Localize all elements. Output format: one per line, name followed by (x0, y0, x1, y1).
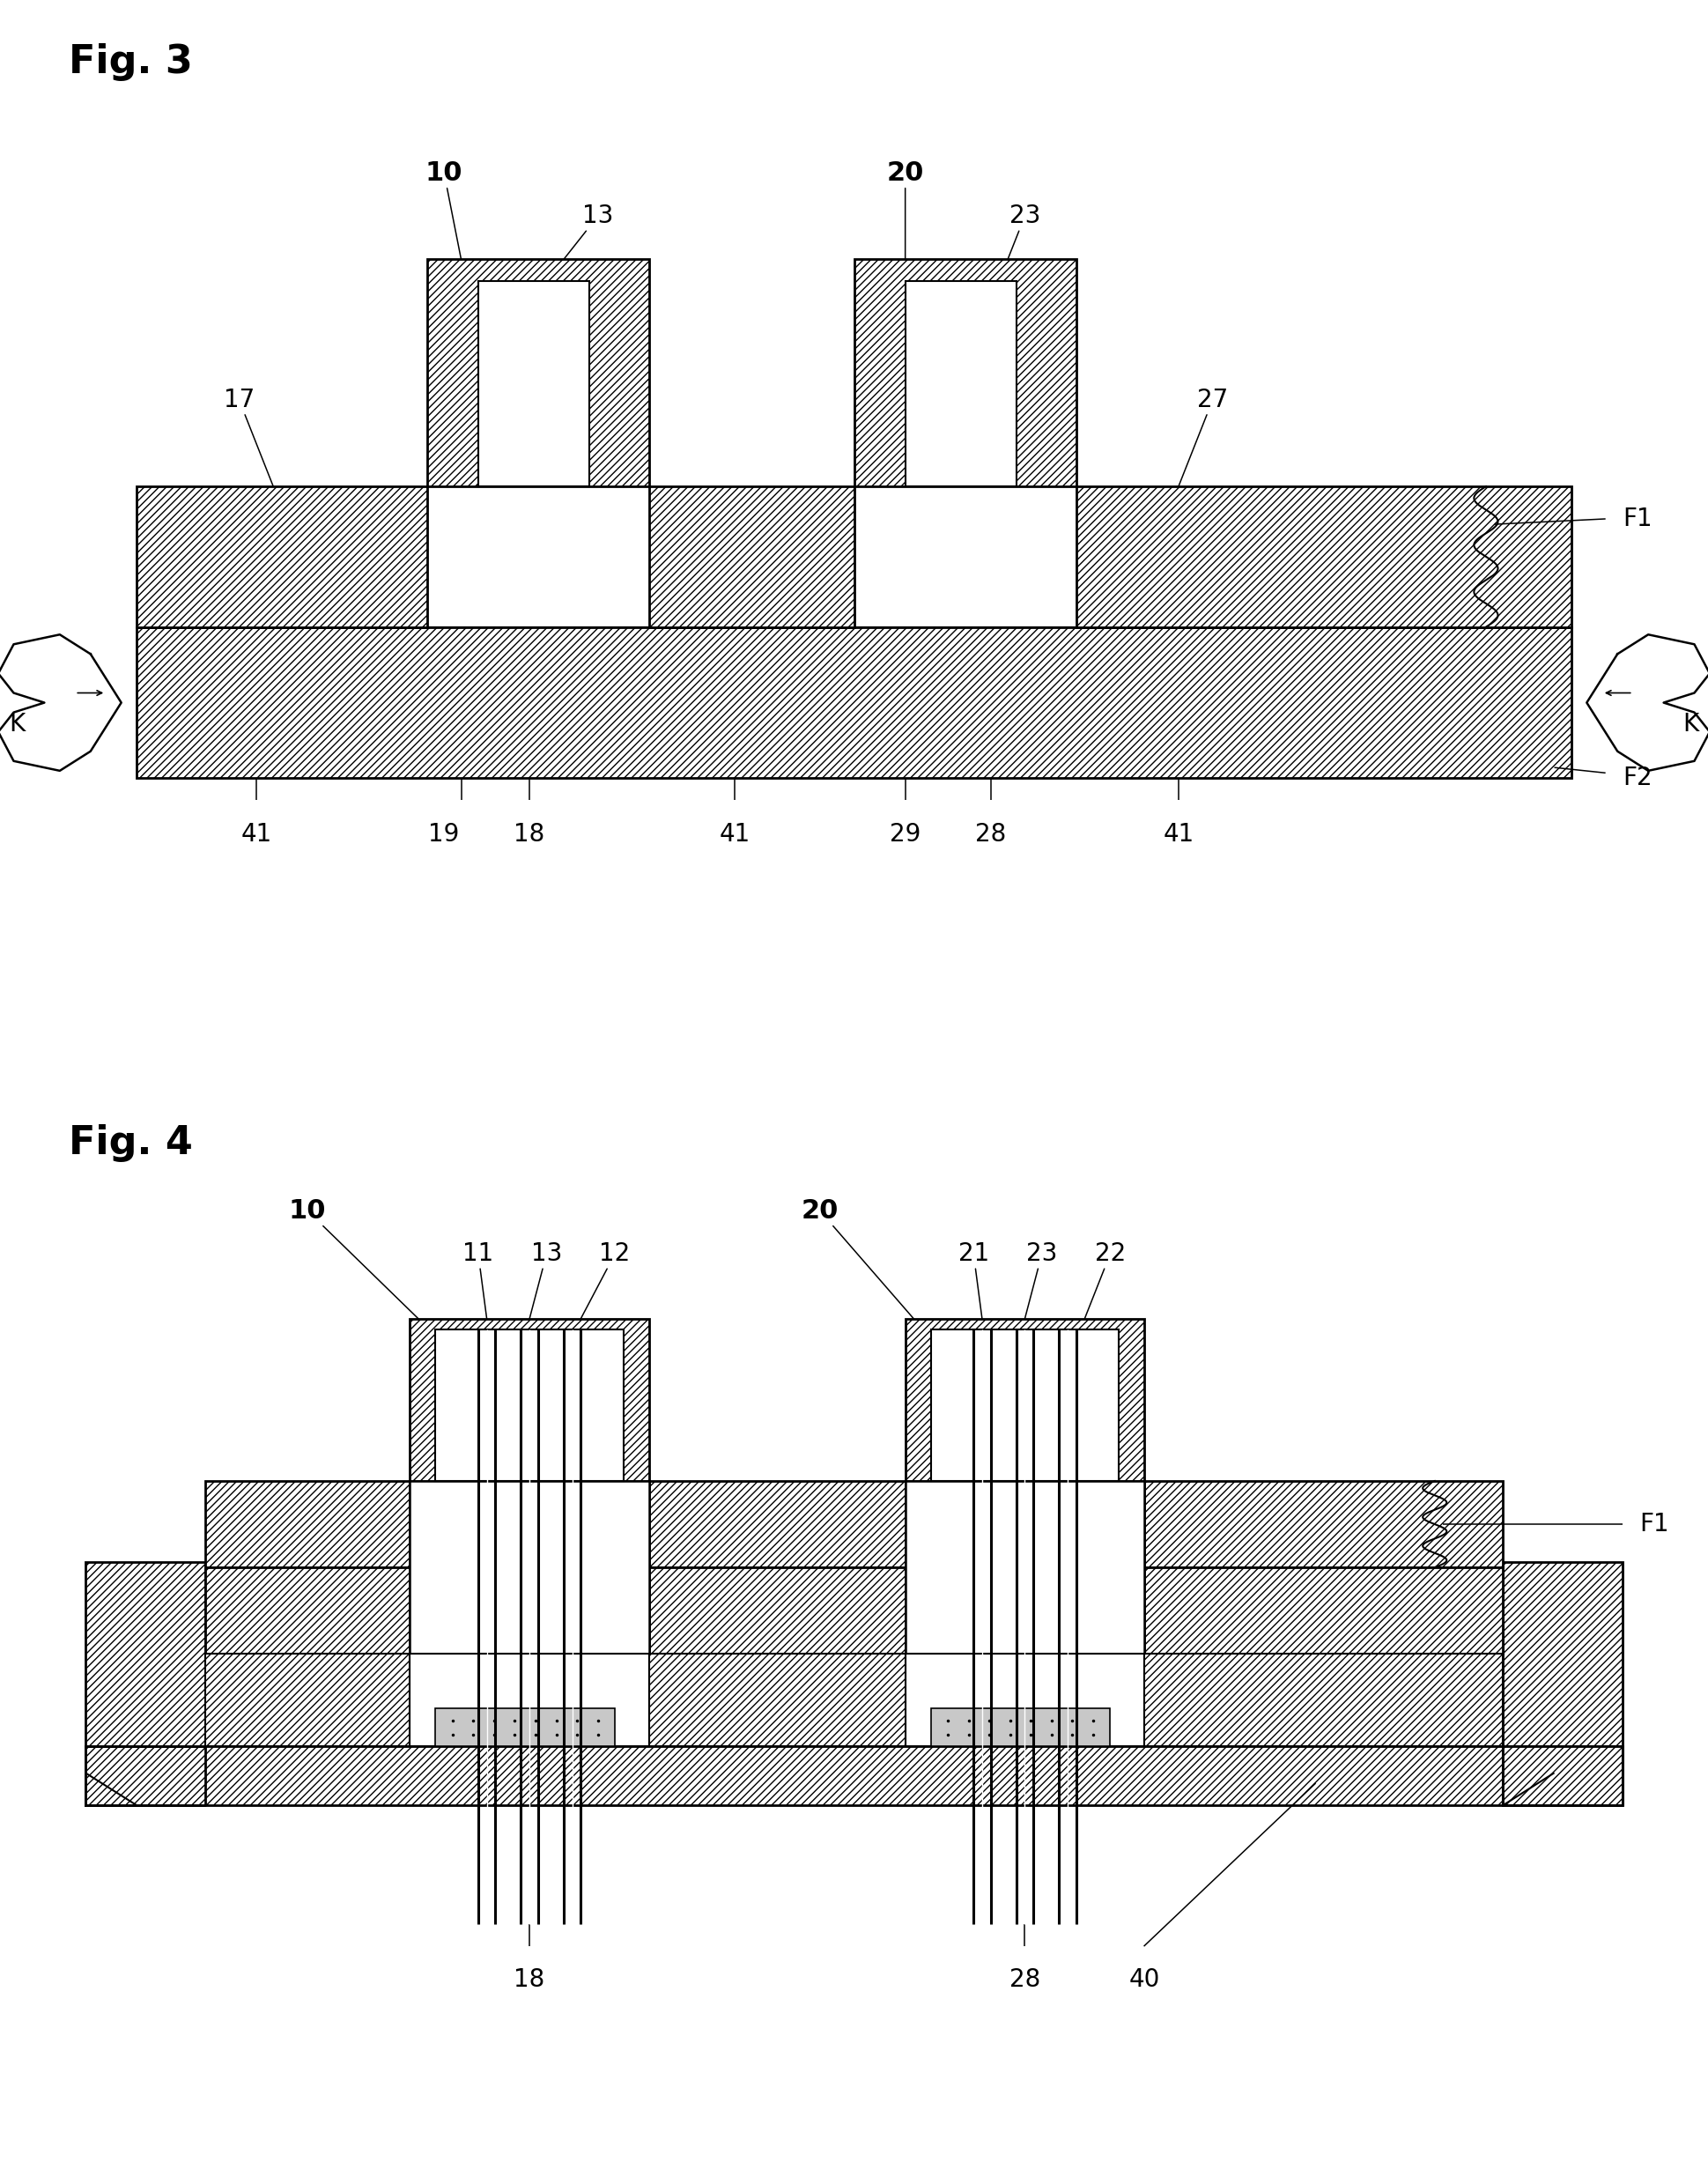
Text: 41: 41 (719, 822, 750, 845)
Bar (1503, 1747, 1623, 1805)
Bar (436, 1708, 615, 1747)
Bar (137, 627, 1571, 778)
Bar (649, 486, 854, 627)
Text: 10: 10 (425, 160, 463, 259)
Bar (137, 486, 427, 627)
Text: K: K (1682, 711, 1699, 737)
Bar (931, 1330, 1119, 1481)
Bar (649, 1567, 905, 1654)
Bar (85, 1747, 1623, 1805)
Text: 19: 19 (429, 822, 459, 845)
Bar (436, 1330, 623, 1481)
Text: 23: 23 (1008, 203, 1040, 259)
Bar (931, 1708, 1110, 1747)
Text: 11: 11 (463, 1241, 494, 1319)
Text: 12: 12 (581, 1241, 630, 1319)
Text: 20: 20 (886, 160, 924, 259)
Bar (1144, 1654, 1503, 1747)
Text: 40: 40 (1129, 1967, 1160, 1991)
Bar (649, 1481, 905, 1567)
Bar (85, 1561, 205, 1747)
Bar (1144, 1567, 1503, 1654)
Bar (905, 281, 1016, 486)
Text: 21: 21 (958, 1241, 989, 1319)
Bar (905, 1481, 1144, 1654)
Text: 27: 27 (1179, 387, 1228, 486)
Text: 18: 18 (514, 1967, 545, 1991)
Text: F1: F1 (1623, 506, 1652, 532)
Bar (205, 1654, 410, 1747)
Bar (478, 281, 589, 486)
Text: K: K (9, 711, 26, 737)
Bar (905, 1319, 1144, 1481)
Text: 23: 23 (1025, 1241, 1057, 1319)
Bar (410, 1319, 649, 1481)
Text: F1: F1 (1640, 1511, 1669, 1537)
Text: 13: 13 (529, 1241, 562, 1319)
Text: 29: 29 (890, 822, 921, 845)
Bar (1503, 1561, 1623, 1747)
Bar (427, 259, 649, 486)
Text: 17: 17 (224, 387, 273, 486)
Text: 41: 41 (1163, 822, 1194, 845)
Bar (905, 1654, 1144, 1747)
Bar (1076, 486, 1571, 627)
Bar (1144, 1481, 1503, 1567)
Bar (410, 1481, 649, 1654)
Bar (205, 1481, 410, 1567)
Text: Fig. 3: Fig. 3 (68, 43, 193, 82)
Bar (854, 259, 1076, 486)
Text: 18: 18 (514, 822, 545, 845)
Bar (205, 1567, 410, 1654)
Text: Fig. 4: Fig. 4 (68, 1124, 193, 1163)
Bar (649, 1654, 905, 1747)
Text: 13: 13 (564, 203, 613, 259)
Text: F2: F2 (1623, 765, 1652, 791)
Text: 20: 20 (801, 1198, 914, 1319)
Text: 41: 41 (241, 822, 272, 845)
Bar (410, 1654, 649, 1747)
Text: 28: 28 (975, 822, 1006, 845)
Text: 28: 28 (1009, 1967, 1040, 1991)
Text: 10: 10 (289, 1198, 418, 1319)
Text: 22: 22 (1085, 1241, 1126, 1319)
